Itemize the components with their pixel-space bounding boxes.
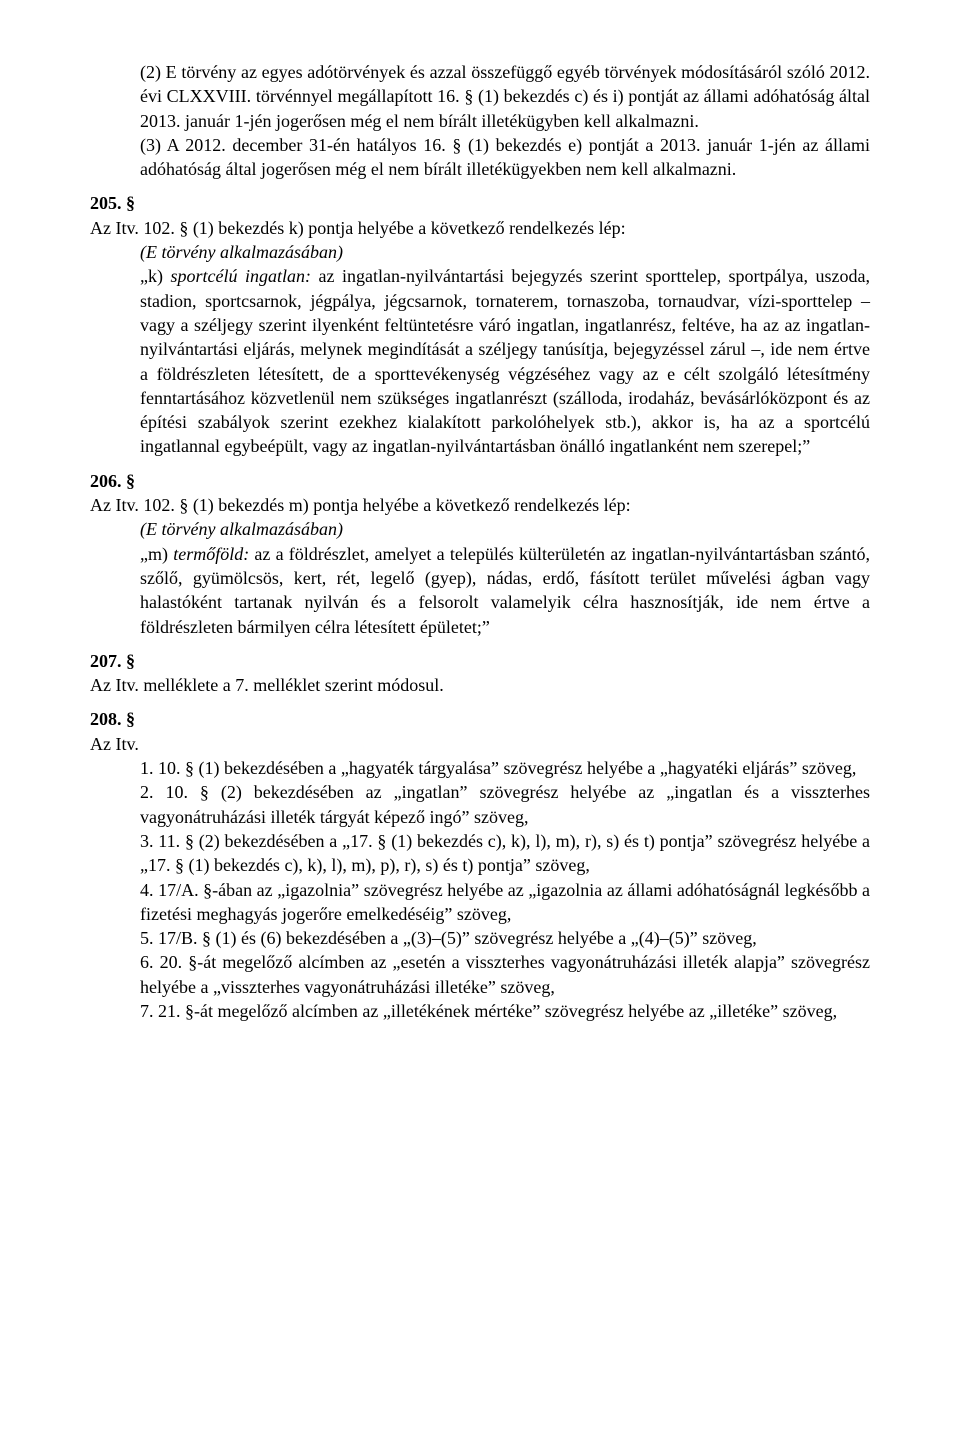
section-206-context: (E törvény alkalmazásában) [140, 517, 870, 541]
section-208-item-6: 6. 20. §-át megelőző alcímben az „esetén… [140, 950, 870, 999]
section-206-body: „m) termőföld: az a földrészlet, amelyet… [140, 542, 870, 639]
section-205-context: (E törvény alkalmazásában) [140, 240, 870, 264]
section-208-item-3: 3. 11. § (2) bekezdésében a „17. § (1) b… [140, 829, 870, 878]
section-208-intro: Az Itv. [90, 732, 870, 756]
section-206-intro: Az Itv. 102. § (1) bekezdés m) pontja he… [90, 493, 870, 517]
section-207-line: Az Itv. melléklete a 7. melléklet szerin… [90, 673, 870, 697]
section-208-num: 208. § [90, 707, 870, 731]
section-205-num: 205. § [90, 191, 870, 215]
section-208-item-4: 4. 17/A. §-ában az „igazolnia” szövegrés… [140, 878, 870, 927]
section-208-item-7: 7. 21. §-át megelőző alcímben az „illeté… [140, 999, 870, 1023]
section-208-item-5: 5. 17/B. § (1) és (6) bekezdésében a „(3… [140, 926, 870, 950]
para-204-3: (3) A 2012. december 31-én hatályos 16. … [140, 133, 870, 182]
section-208-item-2: 2. 10. § (2) bekezdésében az „ingatlan” … [140, 780, 870, 829]
section-208-item-1: 1. 10. § (1) bekezdésében a „hagyaték tá… [140, 756, 870, 780]
section-205-body: „k) sportcélú ingatlan: az ingatlan-nyil… [140, 264, 870, 458]
section-207-num: 207. § [90, 649, 870, 673]
section-206-num: 206. § [90, 469, 870, 493]
section-205-intro: Az Itv. 102. § (1) bekezdés k) pontja he… [90, 216, 870, 240]
para-204-2: (2) E törvény az egyes adótörvények és a… [140, 60, 870, 133]
